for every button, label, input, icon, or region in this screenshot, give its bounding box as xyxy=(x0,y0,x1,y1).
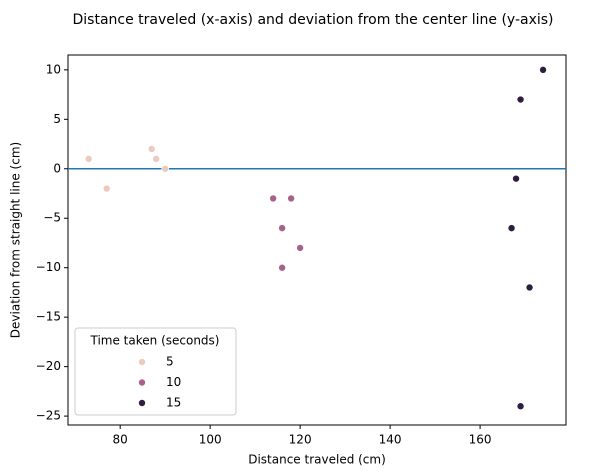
point xyxy=(102,184,111,193)
point xyxy=(161,164,169,173)
legend-marker xyxy=(138,358,146,366)
point xyxy=(525,283,534,292)
point xyxy=(152,155,160,163)
point xyxy=(512,174,520,183)
y-tick-label: −5 xyxy=(43,211,61,225)
legend-marker xyxy=(138,378,146,387)
point xyxy=(287,194,295,203)
y-tick-label: 10 xyxy=(46,62,61,76)
legend-label: 15 xyxy=(166,396,181,410)
point xyxy=(278,263,286,272)
chart-title: Distance traveled (x-axis) and deviation… xyxy=(72,12,553,28)
plot-frame xyxy=(67,54,567,426)
point xyxy=(516,95,525,104)
y-axis-label: Deviation from straight line (cm) xyxy=(9,142,23,338)
y-tick-label: −25 xyxy=(36,409,61,423)
y-tick-label: −20 xyxy=(36,359,61,373)
x-tick-label: 140 xyxy=(379,433,402,447)
point xyxy=(516,402,525,411)
legend-title: Time taken (seconds) xyxy=(90,334,220,348)
legend-label: 5 xyxy=(166,355,174,369)
legend-label: 10 xyxy=(166,375,181,389)
y-tick-label: −15 xyxy=(36,310,61,324)
point xyxy=(147,145,156,153)
point xyxy=(84,155,93,163)
point xyxy=(296,244,304,252)
x-tick-label: 80 xyxy=(113,433,128,447)
legend-box xyxy=(74,327,237,416)
y-tick-label: −10 xyxy=(36,260,61,274)
point xyxy=(278,224,286,232)
x-axis-label: Distance traveled (cm) xyxy=(248,453,386,467)
x-tick-label: 120 xyxy=(289,433,312,447)
y-tick-label: 0 xyxy=(53,161,61,175)
y-tick-label: 5 xyxy=(53,112,61,126)
point xyxy=(269,194,277,203)
legend-marker xyxy=(138,399,146,407)
x-tick-label: 100 xyxy=(199,433,222,447)
x-tick-label: 160 xyxy=(469,433,492,447)
point xyxy=(507,224,516,232)
point xyxy=(539,66,547,74)
